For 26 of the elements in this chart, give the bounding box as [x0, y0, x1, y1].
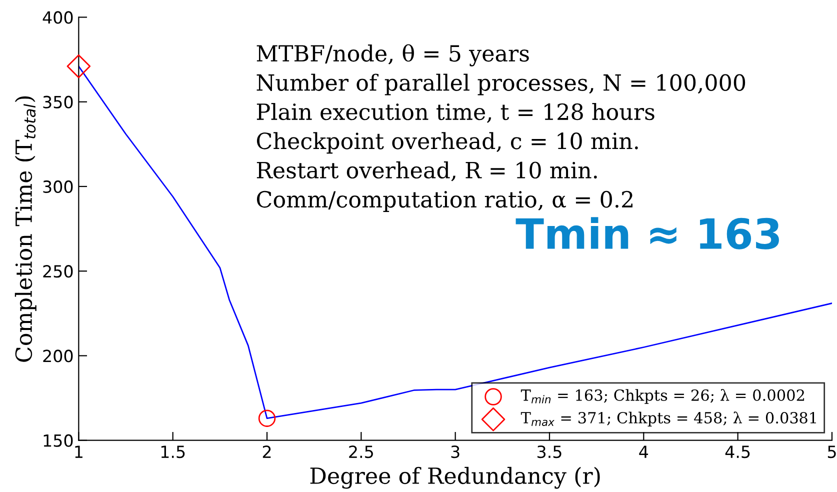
y-tick-label: 300 [43, 180, 73, 194]
annotation: Number of parallel processes, N = 100,000 [256, 74, 746, 96]
x-axis-title: Degree of Redundancy (r) [310, 466, 600, 489]
legend-label: T$_{min}$ = 163; Chkpts = 26; λ = 0.0002 [520, 389, 804, 404]
y-tick-label: 150 [44, 434, 73, 447]
x-tick-label: 2 [262, 445, 271, 458]
y-tick-label: 250 [43, 265, 73, 278]
annotation: Restart overhead, R = 10 min. [256, 161, 597, 182]
y-tick-label: 200 [43, 350, 73, 362]
x-tick-label: 1 [75, 446, 82, 458]
x-tick-label: 2.5 [349, 445, 373, 458]
annotation: Checkpoint overhead, c = 10 min. [256, 132, 638, 154]
x-tick-label: 3.5 [538, 445, 562, 458]
x-tick-label: 4.5 [725, 446, 750, 458]
x-tick-label: 5 [828, 446, 836, 458]
y-axis-title: Completion Time (T$_{total}$) [14, 96, 36, 362]
legend-label: T$_{max}$ = 371; Chkpts = 458; λ = 0.0381 [520, 412, 816, 426]
x-tick-label: 4 [639, 446, 648, 458]
annotation: Plain execution time, t = 128 hours [256, 102, 654, 123]
x-tick-label: 3 [451, 445, 460, 458]
x-tick-label: 1.5 [161, 446, 185, 458]
annotation: Comm/computation ratio, α = 0.2 [256, 190, 632, 212]
annotation: MTBF/node, θ = 5 years [256, 44, 529, 66]
y-tick-label: 350 [43, 96, 73, 108]
annotation: Tmin ≈ 163 [516, 217, 779, 250]
y-tick-label: 400 [42, 11, 73, 24]
